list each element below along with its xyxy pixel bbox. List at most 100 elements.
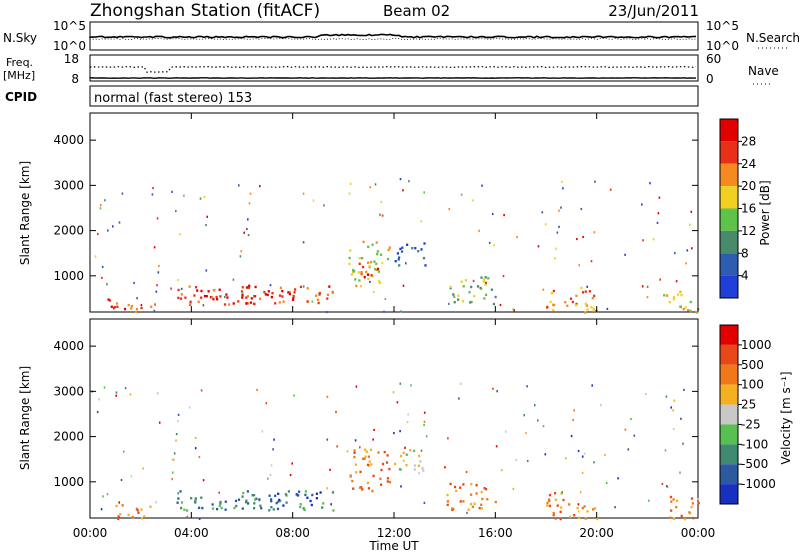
echo-cell — [393, 432, 395, 435]
echo-cell — [375, 268, 378, 272]
echo-cell — [358, 262, 361, 265]
echo-cell — [504, 430, 507, 433]
echo-cell — [198, 456, 201, 459]
echo-cell — [326, 487, 328, 490]
echo-cell — [562, 187, 564, 190]
echo-cell — [485, 293, 488, 297]
echo-cell — [223, 295, 226, 299]
echo-cell — [175, 433, 178, 436]
noise-right-label: N.Search — [746, 31, 800, 45]
echo-cell — [475, 492, 478, 495]
echo-cell — [353, 451, 356, 454]
echo-cell — [130, 304, 133, 308]
echo-cell — [246, 295, 250, 298]
echo-cell — [302, 507, 305, 510]
echo-cell — [566, 304, 569, 307]
echo-cell — [503, 214, 505, 217]
echo-cell — [184, 296, 187, 299]
echo-cell — [268, 494, 271, 497]
echo-cell — [336, 445, 338, 448]
echo-cell — [170, 287, 172, 290]
echo-cell — [376, 252, 379, 256]
echo-cell — [578, 264, 580, 267]
echo-cell — [112, 225, 114, 228]
echo-cell — [398, 264, 401, 267]
echo-cell — [115, 504, 118, 508]
echo-cell — [270, 295, 273, 299]
echo-cell — [149, 505, 152, 508]
echo-cell — [259, 297, 262, 300]
echo-cell — [459, 500, 462, 503]
echo-cell — [380, 468, 383, 472]
echo-cell — [630, 418, 632, 421]
echo-cell — [659, 278, 661, 281]
echo-cell — [479, 286, 482, 290]
echo-cell — [247, 234, 250, 237]
echo-cell — [407, 413, 409, 416]
echo-cell — [472, 199, 474, 202]
echo-cell — [560, 206, 562, 209]
echo-cell — [480, 507, 483, 510]
echo-cell — [399, 178, 402, 181]
velocity-colorbar-label: Velocity [m s⁻¹] — [779, 371, 793, 464]
echo-cell — [537, 245, 540, 248]
echo-cell — [502, 275, 505, 278]
echo-cell — [355, 284, 358, 288]
echo-cell — [386, 454, 389, 457]
echo-cell — [100, 508, 103, 511]
echo-cell — [362, 265, 365, 269]
echo-cell — [270, 464, 273, 467]
echo-cell — [377, 270, 380, 273]
echo-cell — [689, 300, 692, 304]
echo-cell — [552, 308, 555, 312]
colorbar-swatch — [720, 424, 738, 445]
noise-panel-frame — [89, 21, 699, 51]
echo-cell — [554, 492, 557, 495]
noise-sky-trace — [89, 33, 697, 39]
echo-cell — [194, 447, 197, 450]
echo-cell — [273, 438, 275, 441]
echo-cell — [291, 298, 295, 301]
echo-cell — [326, 297, 329, 300]
echo-cell — [153, 246, 156, 249]
echo-cell — [103, 386, 106, 389]
echo-cell — [285, 501, 288, 504]
echo-cell — [281, 289, 284, 293]
echo-cell — [669, 516, 672, 519]
x-tick-label: 08:00 — [275, 526, 310, 540]
colorbar-swatch — [720, 325, 738, 345]
colorbar-swatch — [720, 275, 738, 298]
echo-cell — [646, 296, 649, 299]
echo-cell — [380, 253, 383, 256]
echo-cell — [641, 285, 644, 288]
echo-cell — [240, 290, 244, 293]
echo-cell — [355, 385, 358, 388]
echo-cell — [142, 467, 144, 470]
echo-cell — [113, 305, 116, 309]
echo-cell — [401, 246, 404, 249]
echo-cell — [177, 413, 180, 416]
colorbar-tick-label: 100 — [741, 378, 764, 392]
echo-cell — [425, 435, 428, 438]
echo-cell — [359, 284, 363, 288]
echo-cell — [551, 292, 554, 295]
echo-cell — [544, 223, 547, 226]
echo-cell — [392, 391, 395, 394]
echo-cell — [686, 249, 689, 252]
echo-cell — [548, 493, 552, 497]
echo-cell — [171, 190, 173, 193]
echo-cell — [176, 501, 179, 504]
echo-cell — [304, 493, 307, 497]
echo-cell — [372, 438, 374, 441]
echo-cell — [374, 268, 377, 271]
echo-cell — [205, 295, 208, 298]
echo-cell — [592, 307, 595, 310]
echo-cell — [205, 269, 208, 272]
echo-cell — [685, 262, 687, 265]
echo-cell — [370, 261, 373, 264]
echo-cell — [272, 448, 274, 451]
echo-cell — [158, 264, 160, 267]
echo-cell — [377, 280, 381, 283]
echo-cell — [684, 306, 687, 309]
echo-cell — [237, 300, 240, 303]
